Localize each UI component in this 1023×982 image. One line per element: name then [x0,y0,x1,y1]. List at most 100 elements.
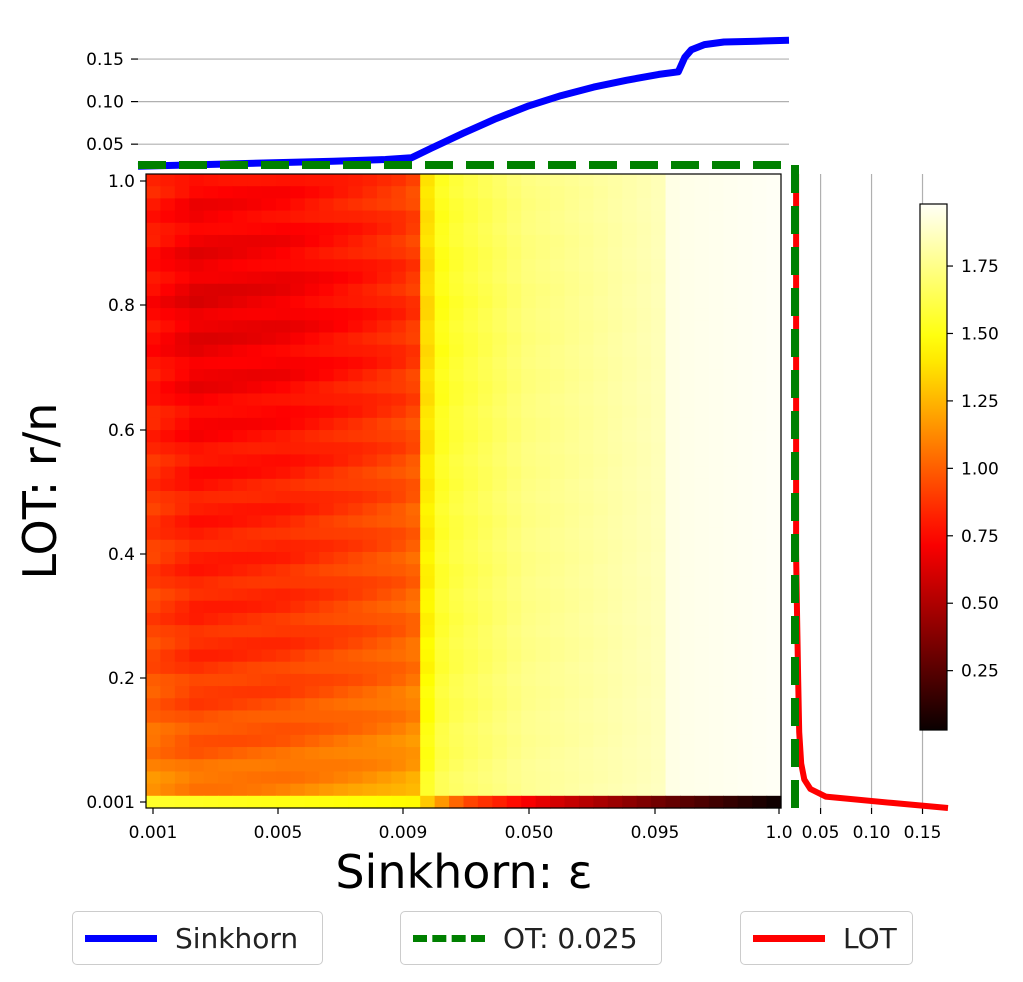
heatmap-cell [319,637,335,651]
heatmap-cell [477,320,493,334]
heatmap-cell [636,381,652,395]
heatmap-cell [651,466,667,480]
heatmap-cell [651,600,667,614]
heatmap-cell [492,698,508,712]
heatmap-cell [737,673,753,687]
heatmap-cell [160,247,176,260]
heatmap-cell [521,405,537,419]
heatmap-cell [708,247,724,260]
heatmap-cell [708,722,724,736]
heatmap-cell [376,478,392,492]
heatmap-cell [333,332,349,346]
heatmap-cell [174,393,190,407]
heatmap-cell [362,759,378,773]
heatmap-cell [304,186,320,199]
heatmap-cell [376,210,392,224]
heatmap-cell [766,795,782,809]
heatmap-cell [593,673,609,687]
heatmap-cell [521,332,537,346]
heatmap-cell [463,771,479,785]
heatmap-cell [174,625,190,638]
heatmap-cell [376,295,392,309]
heatmap-cell [651,234,667,248]
heatmap-cell [607,649,623,663]
heatmap-cell [564,320,580,334]
heatmap-cell [535,308,551,321]
heatmap-cell [261,576,277,590]
heatmap-cell [362,174,378,187]
heatmap-cell [723,430,739,443]
heatmap-cell [160,759,176,773]
heatmap-cell [232,198,248,212]
heatmap-cell [766,759,782,773]
heatmap-cell [405,295,421,309]
heatmap-cells [146,174,782,809]
heatmap-cell [593,259,609,273]
heatmap-cell [723,259,739,273]
heatmap-cell [737,686,753,699]
heatmap-cell [405,369,421,382]
heatmap-cell [203,637,219,651]
heatmap-cell [449,478,465,492]
heatmap-cell [333,747,349,760]
heatmap-cell [477,430,493,443]
heatmap-cell [247,174,263,187]
heatmap-cell [535,259,551,273]
heatmap-cell [174,734,190,748]
heatmap-cell [218,600,234,614]
heatmap-cell [506,722,522,736]
heatmap-cell [405,661,421,675]
heatmap-cell [434,247,450,260]
heatmap-cell [203,515,219,529]
heatmap-cell [290,295,306,309]
heatmap-cell [275,673,291,687]
heatmap-cell [694,637,710,651]
heatmap-cell [319,308,335,321]
heatmap-cell [232,649,248,663]
heatmap-cell [391,747,407,760]
heatmap-cell [275,454,291,468]
heatmap-cell [290,320,306,334]
heatmap-cell [391,771,407,785]
heatmap-cell [420,698,436,712]
heatmap-cell [737,637,753,651]
heatmap-cell [348,393,364,407]
heatmap-cell [766,222,782,236]
heatmap-cell [636,356,652,370]
heatmap-cell [766,576,782,590]
heatmap-cell [694,661,710,675]
heatmap-cell [665,576,681,590]
heatmap-cell [232,515,248,529]
heatmap-cell [737,283,753,297]
heatmap-cell [203,600,219,614]
heatmap-cell [189,332,205,346]
heatmap-cell [521,320,537,334]
heatmap-cell [203,686,219,699]
heatmap-cell [651,673,667,687]
heatmap-cell [636,369,652,382]
right-tick-label: 0.10 [853,823,891,843]
heatmap-cell [232,271,248,285]
heatmap-cell [593,551,609,565]
heatmap-cell [405,759,421,773]
heatmap-cell [463,759,479,773]
heatmap-cell [261,417,277,431]
heatmap-cell [463,612,479,626]
heatmap-cell [694,551,710,565]
heatmap-cell [636,478,652,492]
heatmap-cell [521,271,537,285]
heatmap-cell [146,332,162,346]
heatmap-cell [737,491,753,504]
heatmap-cell [535,210,551,224]
heatmap-cell [679,442,696,456]
heatmap-cell [578,649,594,663]
heatmap-cell [766,198,782,212]
heatmap-cell [593,722,609,736]
heatmap-cell [679,198,696,212]
heatmap-cell [275,405,291,419]
heatmap-cell [391,637,407,651]
heatmap-cell [578,783,594,797]
heatmap-cell [434,405,450,419]
heatmap-cell [636,393,652,407]
heatmap-cell [232,344,248,358]
